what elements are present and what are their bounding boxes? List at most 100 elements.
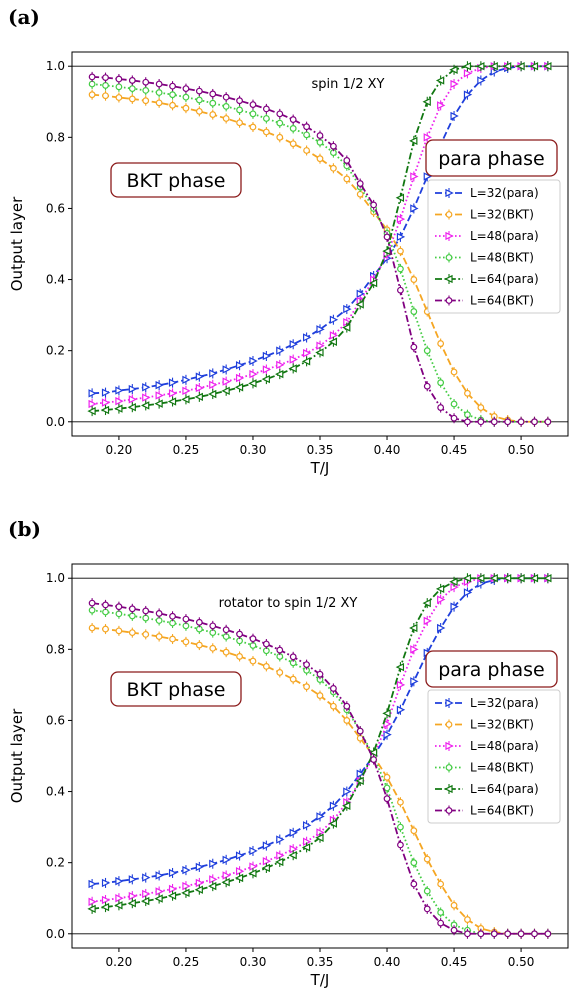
- data-point: [477, 930, 485, 938]
- data-point: [450, 111, 459, 121]
- data-point: [289, 125, 297, 132]
- data-point: [155, 380, 164, 390]
- data-point: [222, 648, 230, 656]
- data-point: [464, 418, 471, 426]
- legend-entry-label: L=32(para): [470, 186, 539, 200]
- data-point: [330, 685, 337, 692]
- legend-entry-label: L=48(BKT): [470, 761, 534, 775]
- data-point: [276, 133, 284, 141]
- data-point: [368, 748, 378, 757]
- data-point: [195, 96, 203, 104]
- data-point: [128, 605, 136, 613]
- x-tick-label: 0.30: [240, 955, 267, 969]
- data-point: [289, 828, 298, 837]
- data-point: [343, 717, 351, 724]
- data-point: [504, 930, 512, 938]
- data-point: [301, 843, 311, 852]
- data-point: [437, 880, 445, 888]
- legend-entry-label: L=48(BKT): [470, 251, 534, 265]
- series-L=64(para): [87, 61, 552, 417]
- legend: L=32(para) L=32(BKT) L=48(para) L=48(BKT) L=…: [427, 689, 561, 824]
- y-tick-label: 1.0: [46, 571, 65, 585]
- legend-entry-label: L=64(para): [470, 272, 539, 286]
- data-point: [195, 107, 203, 115]
- data-point: [114, 901, 123, 910]
- data-point: [142, 607, 150, 615]
- data-point: [303, 131, 310, 139]
- data-point: [195, 372, 205, 381]
- data-point: [476, 62, 485, 71]
- series-L=32(BKT): [88, 623, 552, 939]
- data-point: [221, 878, 230, 887]
- panel-label: (b): [8, 517, 41, 541]
- data-point: [477, 418, 485, 426]
- data-point: [155, 617, 163, 624]
- data-point: [102, 601, 109, 609]
- data-point: [531, 418, 538, 426]
- data-point: [464, 411, 471, 419]
- data-point: [222, 871, 231, 880]
- data-point: [222, 626, 230, 634]
- data-point: [168, 389, 178, 398]
- data-point: [343, 175, 351, 183]
- legend-entry-label: L=64(para): [470, 782, 539, 796]
- data-point: [167, 397, 177, 406]
- data-point: [396, 214, 406, 224]
- y-tick-label: 0.2: [46, 344, 65, 358]
- data-point: [544, 418, 552, 426]
- data-point: [476, 574, 485, 583]
- data-point: [102, 625, 109, 633]
- legend-entry-label: L=32(para): [470, 696, 539, 710]
- data-point: [437, 379, 445, 387]
- data-point: [342, 323, 351, 332]
- data-point: [423, 855, 431, 863]
- data-point: [87, 406, 96, 416]
- data-point: [88, 399, 97, 409]
- data-point: [422, 598, 431, 608]
- chart-annotation: rotator to spin 1/2 XY: [219, 596, 358, 611]
- data-point: [182, 93, 190, 101]
- data-point: [303, 147, 310, 154]
- data-point: [464, 916, 471, 923]
- y-tick-label: 0.4: [46, 273, 65, 287]
- data-point: [450, 901, 458, 909]
- x-tick-label: 0.45: [441, 955, 468, 969]
- data-point: [462, 574, 472, 583]
- data-point: [315, 833, 324, 842]
- data-point: [209, 644, 217, 652]
- data-point: [102, 74, 109, 81]
- legend-entry-label: L=48(para): [470, 739, 539, 753]
- data-point: [543, 574, 552, 583]
- bkt-phase-label: BKT phase: [127, 679, 226, 701]
- data-point: [288, 851, 297, 860]
- legend-swatch-marker: [445, 807, 453, 814]
- data-point: [316, 692, 324, 699]
- x-tick-label: 0.45: [441, 443, 468, 457]
- data-point: [437, 919, 445, 927]
- data-point: [168, 884, 178, 894]
- data-point: [383, 795, 391, 803]
- data-point: [262, 841, 272, 850]
- data-point: [101, 398, 111, 407]
- data-point: [410, 204, 419, 213]
- data-point: [169, 91, 176, 99]
- data-point: [127, 899, 136, 908]
- data-point: [209, 369, 218, 378]
- data-point: [88, 606, 96, 614]
- data-point: [343, 157, 351, 164]
- data-point: [222, 365, 231, 374]
- data-point: [328, 819, 338, 828]
- legend-entry-label: L=64(BKT): [470, 804, 534, 818]
- data-point: [181, 395, 190, 404]
- data-point: [396, 232, 406, 242]
- data-point: [463, 90, 473, 99]
- legend: L=32(para) L=32(BKT) L=48(para) L=48(BKT) L=…: [427, 179, 561, 314]
- data-point: [114, 404, 123, 413]
- data-point: [289, 140, 297, 148]
- data-point: [410, 308, 418, 315]
- data-point: [249, 657, 257, 665]
- data-point: [195, 618, 203, 626]
- data-point: [249, 123, 257, 131]
- data-point: [437, 623, 446, 633]
- data-point: [142, 97, 150, 105]
